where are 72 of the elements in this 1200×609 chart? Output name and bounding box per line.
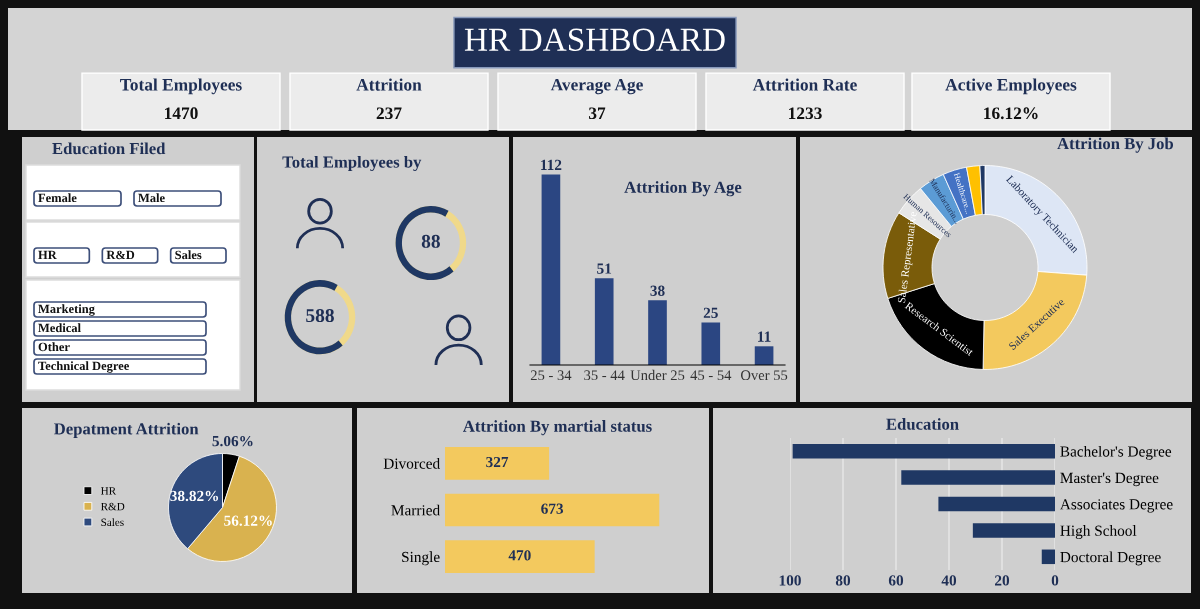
y-tick-label: Divorced <box>383 458 440 469</box>
text: Technical Degree <box>38 361 129 373</box>
data-label: 56.12% <box>224 515 272 526</box>
bar <box>901 470 1055 485</box>
text: Education Filed <box>52 142 166 155</box>
text: Sales <box>175 250 202 260</box>
bar <box>1041 549 1055 565</box>
bar <box>541 174 561 365</box>
text: Female <box>38 193 77 203</box>
text: R&D <box>106 250 135 260</box>
x-tick-label: 0 <box>1051 575 1059 586</box>
text: HR DASHBOARD <box>464 28 725 51</box>
chart-title: Attrition By Age <box>624 181 742 197</box>
chart-title: Depatment Attrition <box>54 422 199 438</box>
x-tick-label: 20 <box>995 575 1010 586</box>
bar <box>792 443 1055 459</box>
legend-label: R&D <box>100 502 125 511</box>
bar <box>754 346 774 365</box>
text: 88 <box>421 234 440 248</box>
x-tick-label: 45 - 54 <box>690 370 732 381</box>
data-label: 5.06% <box>212 435 253 447</box>
data-label: 11 <box>758 331 771 342</box>
data-label: 470 <box>508 550 531 561</box>
text: Other <box>38 342 70 352</box>
y-tick-label: Bachelor's Degree <box>1060 445 1172 460</box>
y-tick-label: Associates Degree <box>1060 499 1173 513</box>
x-tick-label: Over 55 <box>740 370 788 381</box>
y-tick-label: Doctoral Degree <box>1060 551 1161 566</box>
text: 588 <box>306 308 334 323</box>
text: Active Employees <box>945 78 1077 95</box>
data-label: 673 <box>541 503 564 514</box>
bar <box>701 322 721 365</box>
x-tick-label: 60 <box>888 575 904 586</box>
text: Male <box>138 193 165 203</box>
text: Attrition Rate <box>752 78 857 91</box>
y-tick-label: Master's Degree <box>1060 472 1159 487</box>
x-tick-label: Under 25 <box>630 369 685 381</box>
data-label: 25 <box>703 307 718 318</box>
x-tick-label: 80 <box>835 575 851 586</box>
bar <box>648 300 667 365</box>
bar <box>938 496 1055 512</box>
chart-title: Education <box>886 418 959 430</box>
text: 37 <box>588 107 606 120</box>
x-tick-label: 35 - 44 <box>584 370 625 381</box>
data-label: 38 <box>650 285 665 296</box>
x-tick-label: 25 - 34 <box>530 370 572 381</box>
text: HR <box>38 250 57 260</box>
y-tick-label: High School <box>1060 525 1137 539</box>
data-label: 112 <box>541 159 562 170</box>
y-tick-label: Married <box>391 504 440 516</box>
text: 1470 <box>165 107 198 120</box>
text: Attrition <box>356 78 422 91</box>
text: 1233 <box>789 107 822 120</box>
chart-title: Attrition By martial status <box>463 420 652 436</box>
text: Total Employees by <box>282 155 422 172</box>
text: 237 <box>376 107 402 120</box>
x-tick-label: 40 <box>941 575 957 586</box>
x-tick-label: 100 <box>779 575 801 586</box>
text: Marketing <box>38 304 95 316</box>
bar <box>972 523 1055 538</box>
data-label: 51 <box>597 263 612 274</box>
text: Total Employees <box>120 78 242 95</box>
text: Average Age <box>550 78 643 95</box>
legend-label: HR <box>100 487 117 495</box>
data-label: 327 <box>486 456 509 468</box>
data-label: 38.82% <box>170 490 219 502</box>
y-tick-label: Single <box>402 551 440 566</box>
legend-label: Sales <box>101 518 124 527</box>
chart-title: Attrition By Job <box>1057 137 1174 153</box>
text: Medical <box>38 323 81 333</box>
text: 16.12% <box>984 107 1038 120</box>
bar <box>594 278 614 365</box>
